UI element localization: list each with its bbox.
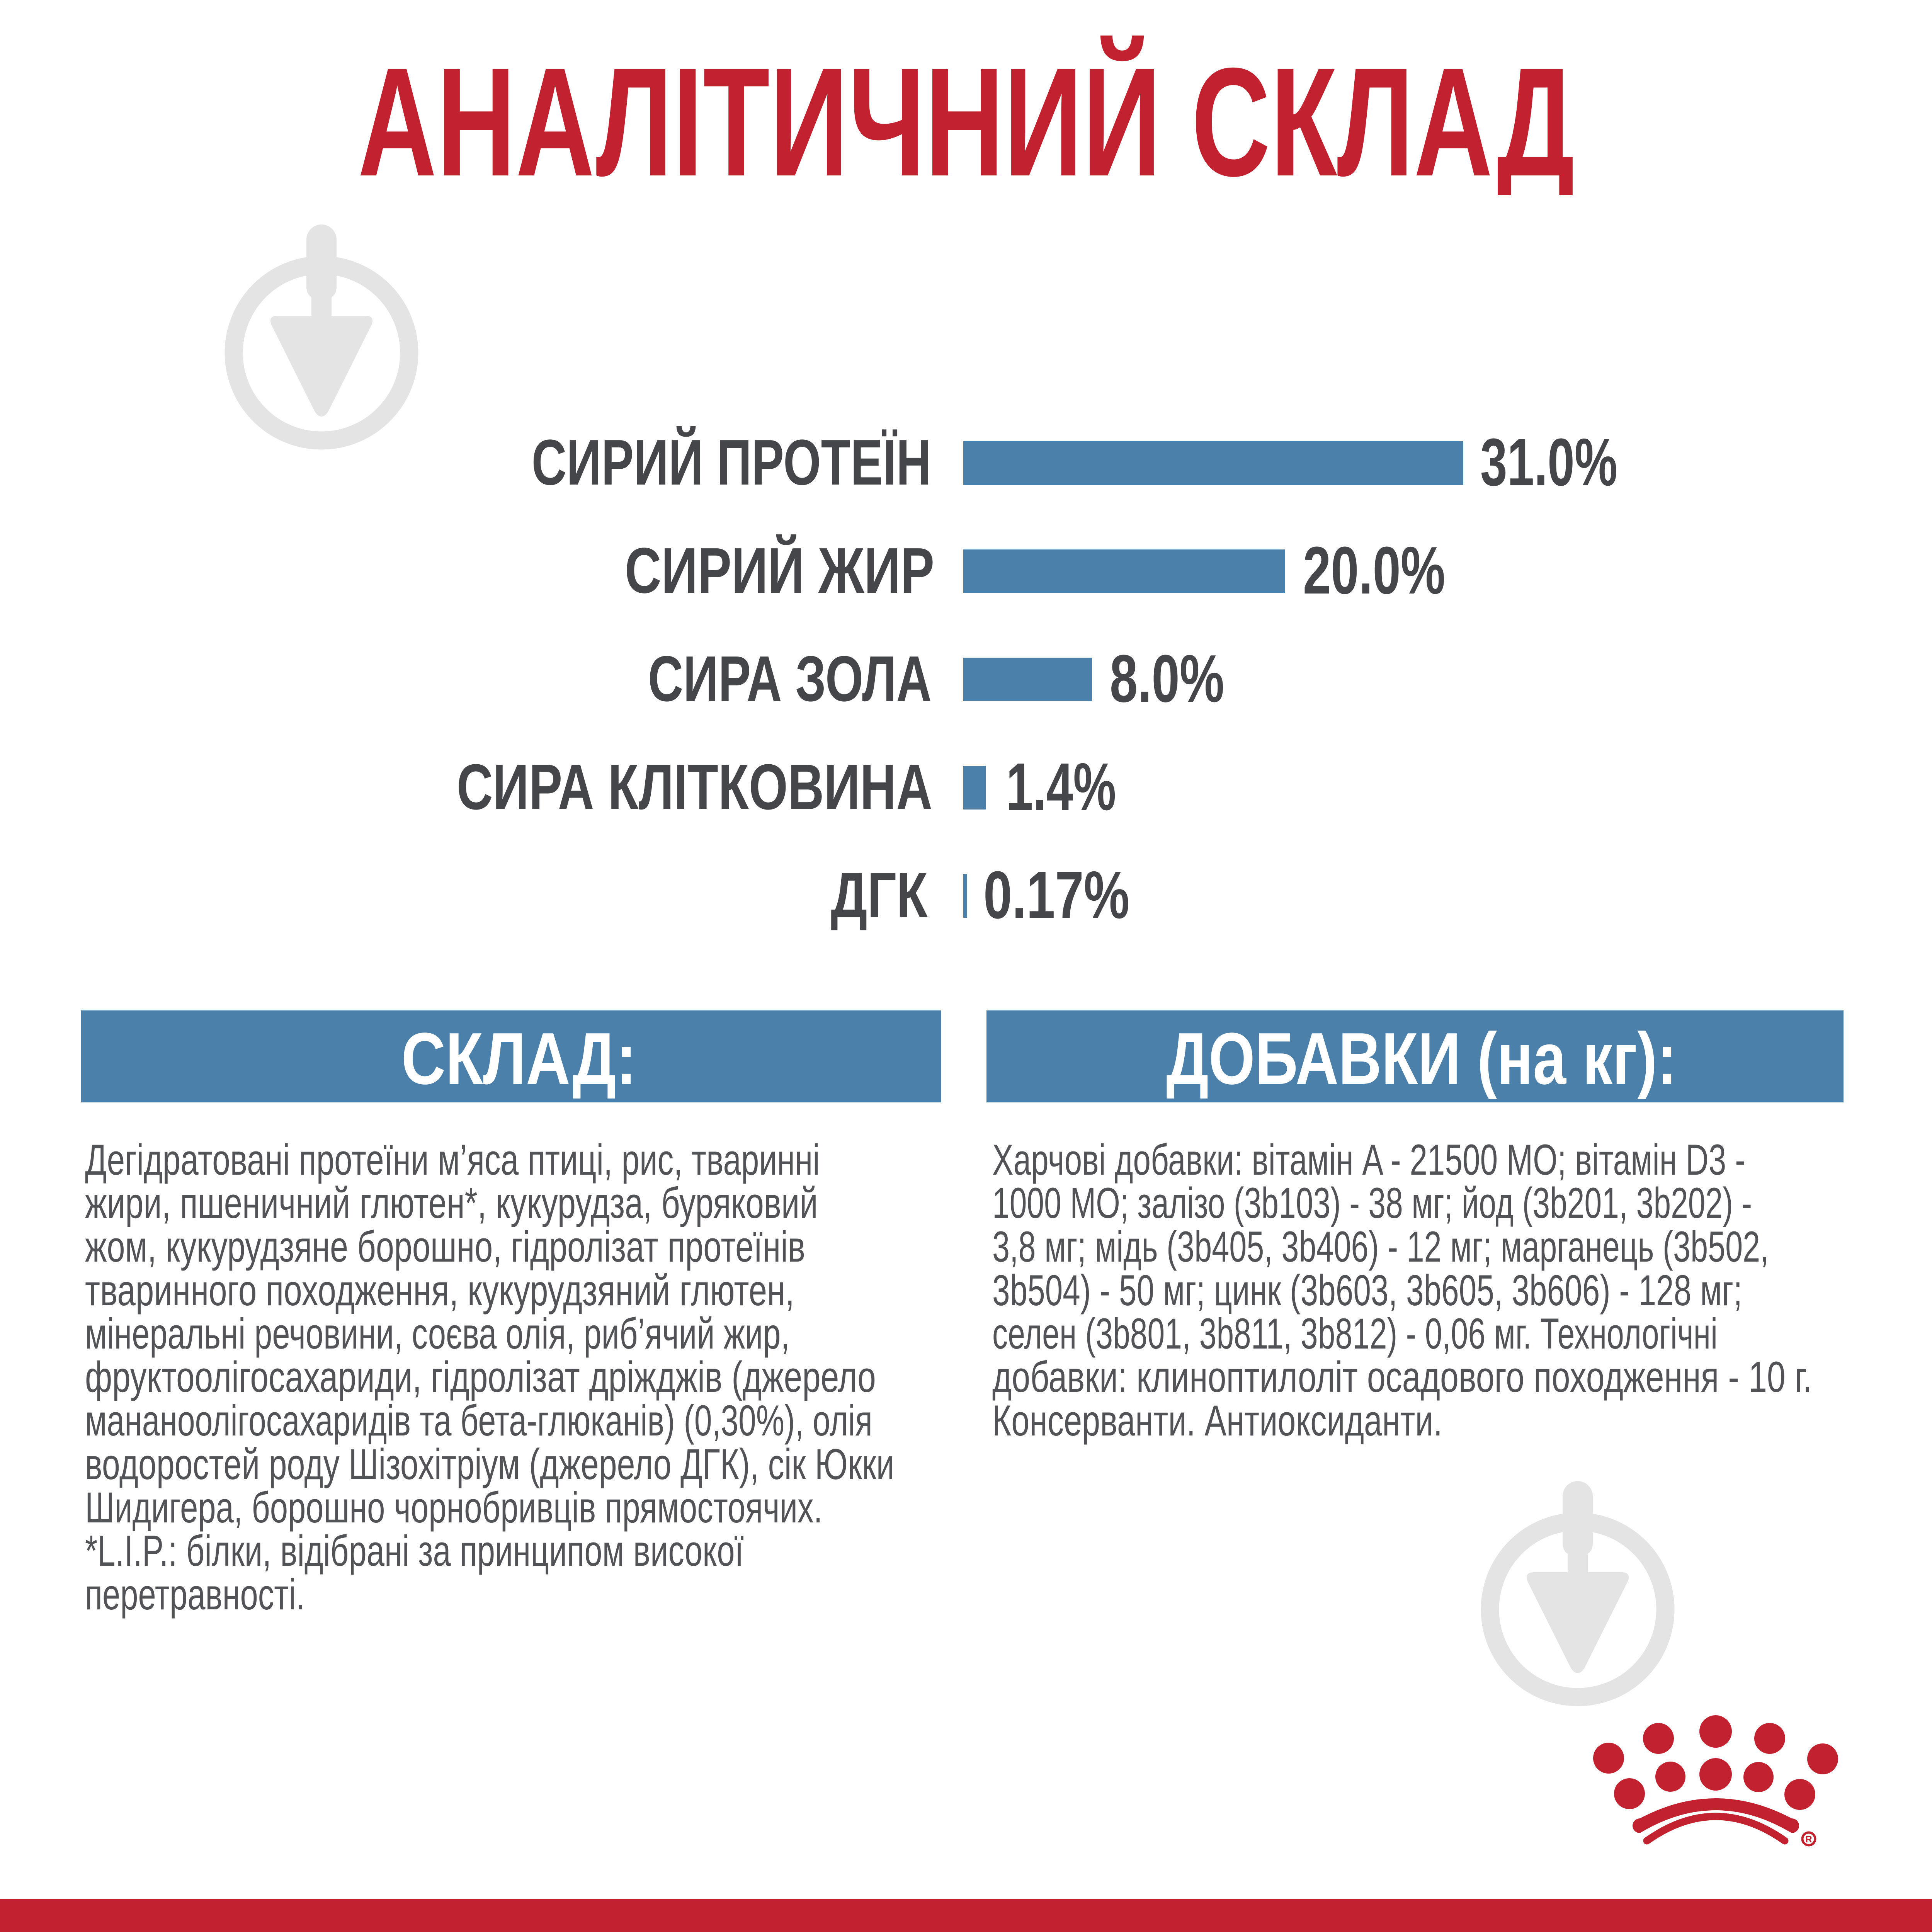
svg-text:*L.I.P.: білки, відібрані за п: *L.I.P.: білки, відібрані за принципом в… — [85, 1527, 744, 1575]
svg-text:фруктоолігосахариди, гідроліза: фруктоолігосахариди, гідролізат дріжджів… — [85, 1353, 876, 1401]
svg-text:мінеральні речовини, соєва олі: мінеральні речовини, соєва олія, риб’ячи… — [85, 1310, 789, 1358]
svg-text:ДОБАВКИ (на кг):: ДОБАВКИ (на кг): — [1166, 1017, 1677, 1100]
svg-text:Харчові добавки: вітамін A - 2: Харчові добавки: вітамін A - 21500 МО; в… — [992, 1135, 1745, 1184]
svg-text:3b504) - 50 мг; цинк (3b603, 3: 3b504) - 50 мг; цинк (3b603, 3b605, 3b60… — [992, 1266, 1742, 1315]
svg-text:СКЛАД:: СКЛАД: — [401, 1018, 637, 1100]
svg-text:Шидигера, борошно чорнобривців: Шидигера, борошно чорнобривців прямостоя… — [85, 1483, 823, 1532]
svg-text:водоростей роду Шізохітріум (д: водоростей роду Шізохітріум (джерело ДГК… — [85, 1440, 895, 1488]
svg-text:АНАЛІТИЧНИЙ СКЛАД: АНАЛІТИЧНИЙ СКЛАД — [358, 36, 1575, 209]
svg-text:добавки: клиноптилоліт осадово: добавки: клиноптилоліт осадового походже… — [992, 1353, 1812, 1401]
svg-text:жири, пшеничний глютен*, кукур: жири, пшеничний глютен*, кукурудза, буря… — [85, 1179, 818, 1228]
svg-text:СИРА КЛІТКОВИНА: СИРА КЛІТКОВИНА — [457, 751, 932, 823]
svg-text:тваринного походження, кукуруд: тваринного походження, кукурудзяний глют… — [85, 1267, 794, 1315]
svg-text:СИРИЙ ПРОТЕЇН: СИРИЙ ПРОТЕЇН — [532, 425, 931, 498]
svg-text:3,8 мг; мідь (3b405, 3b406) -: 3,8 мг; мідь (3b405, 3b406) - 12 мг; мар… — [992, 1223, 1769, 1271]
svg-text:Консерванти. Антиоксиданти.: Консерванти. Антиоксиданти. — [992, 1397, 1442, 1445]
svg-text:20.0%: 20.0% — [1303, 532, 1445, 608]
svg-text:1.4%: 1.4% — [1006, 750, 1116, 825]
svg-text:СИРИЙ ЖИР: СИРИЙ ЖИР — [625, 534, 934, 607]
svg-text:31.0%: 31.0% — [1480, 425, 1617, 500]
svg-text:жом, кукурудзяне борошно, гідр: жом, кукурудзяне борошно, гідролізат про… — [85, 1223, 805, 1271]
svg-text:Дегідратовані протеїни м’яса п: Дегідратовані протеїни м’яса птиці, рис,… — [85, 1136, 820, 1184]
svg-text:R: R — [1805, 1834, 1812, 1845]
svg-text:8.0%: 8.0% — [1110, 641, 1224, 716]
svg-text:СИРА ЗОЛА: СИРА ЗОЛА — [648, 643, 932, 715]
svg-text:мананоолігосахаридів та бета-г: мананоолігосахаридів та бета-глюканів) (… — [85, 1396, 872, 1445]
svg-text:перетравності.: перетравності. — [85, 1570, 305, 1619]
svg-text:ДГК: ДГК — [831, 859, 928, 931]
svg-text:1000 МО; залізо (3b103) - 38 м: 1000 МО; залізо (3b103) - 38 мг; йод (3b… — [992, 1179, 1752, 1227]
svg-text:селен (3b801, 3b811, 3b812) -: селен (3b801, 3b811, 3b812) - 0,06 мг. Т… — [992, 1310, 1718, 1358]
svg-text:0.17%: 0.17% — [983, 857, 1129, 932]
